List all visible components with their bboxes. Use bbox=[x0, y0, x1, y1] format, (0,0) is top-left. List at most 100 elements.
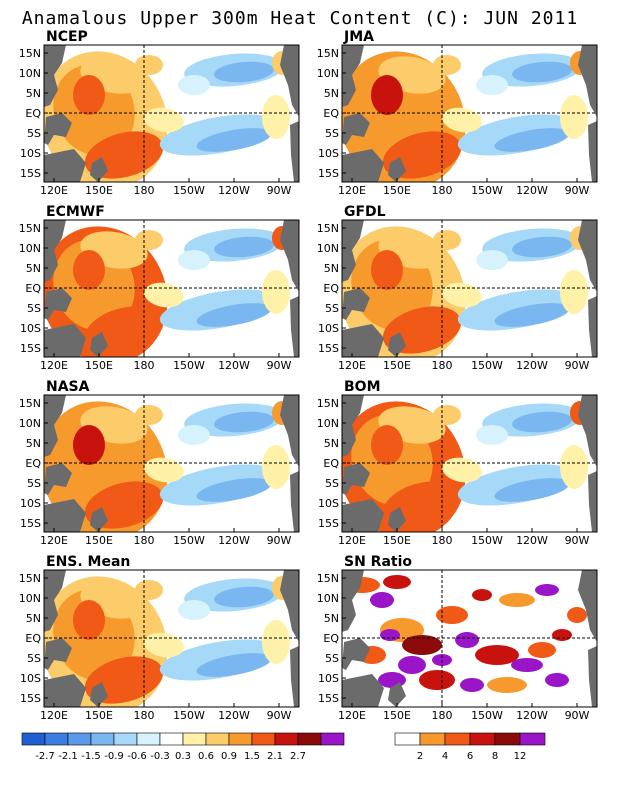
lon-label: 90W bbox=[565, 534, 590, 547]
contour-field bbox=[44, 401, 292, 532]
anomaly-colorbar-swatch bbox=[205, 732, 230, 746]
sn-colorbar-label: 4 bbox=[442, 751, 448, 762]
lat-label: 5S bbox=[325, 127, 339, 140]
anomaly-colorbar-swatch bbox=[274, 732, 299, 746]
lon-label: 150E bbox=[85, 359, 113, 372]
lon-label: 150E bbox=[85, 709, 113, 722]
anomaly-colorbar-label: -0.9 bbox=[104, 751, 124, 762]
anomaly-colorbar-label: -1.5 bbox=[81, 751, 101, 762]
sn-colorbar-swatch bbox=[394, 732, 421, 746]
sn-colorbar-label: 8 bbox=[492, 751, 498, 762]
lon-label: 180 bbox=[134, 359, 155, 372]
land-mask bbox=[44, 45, 299, 182]
lon-label: 90W bbox=[267, 184, 292, 197]
lat-label: 15N bbox=[317, 572, 339, 585]
lat-label: EQ bbox=[25, 632, 41, 645]
lat-label: 10S bbox=[20, 497, 41, 510]
lat-label: 15N bbox=[317, 47, 339, 60]
anomaly-colorbar-label: 0.3 bbox=[175, 751, 191, 762]
land-mask bbox=[342, 395, 597, 532]
anomaly-colorbar-label: -2.1 bbox=[58, 751, 78, 762]
sn-colorbar-swatch bbox=[519, 732, 546, 746]
lat-label: 15N bbox=[19, 397, 41, 410]
anomaly-colorbar-swatch bbox=[44, 732, 69, 746]
lat-label: 10S bbox=[20, 147, 41, 160]
lon-label: 120W bbox=[218, 184, 250, 197]
lon-label: 150E bbox=[383, 359, 411, 372]
map-panel: 15N 10N 5N EQ 5S 10S 15S 120E 150E 180 150W 120W 90W… bbox=[317, 204, 598, 372]
anomaly-colorbar-label: 2.1 bbox=[267, 751, 283, 762]
lon-label: 90W bbox=[267, 359, 292, 372]
anomaly-colorbar-label: -0.3 bbox=[150, 751, 170, 762]
lon-label: 180 bbox=[432, 359, 453, 372]
lat-label: EQ bbox=[323, 107, 339, 120]
lon-label: 90W bbox=[565, 359, 590, 372]
anomaly-colorbar-swatch bbox=[320, 732, 345, 746]
panel-title: NCEP bbox=[46, 29, 88, 45]
anomaly-colorbar-swatch bbox=[297, 732, 322, 746]
panel-title: NASA bbox=[46, 379, 90, 395]
lat-label: 10N bbox=[317, 242, 339, 255]
lon-label: 180 bbox=[432, 709, 453, 722]
anomaly-colorbar-label: -0.6 bbox=[127, 751, 147, 762]
sn-colorbar-label: 2 bbox=[417, 751, 423, 762]
lat-label: 10N bbox=[19, 417, 41, 430]
lat-label: 5S bbox=[325, 477, 339, 490]
map-panel: 15N 10N 5N EQ 5S 10S 15S 120E 150E 180 150W 120W 90W… bbox=[19, 29, 300, 197]
lat-label: 15S bbox=[318, 342, 339, 355]
anomaly-colorbar-swatch bbox=[90, 732, 115, 746]
lat-label: 5N bbox=[26, 262, 41, 275]
lon-label: 90W bbox=[267, 709, 292, 722]
anomaly-colorbar-swatch bbox=[21, 732, 46, 746]
sn-colorbar-label: 6 bbox=[467, 751, 473, 762]
lat-label: 15N bbox=[317, 397, 339, 410]
lat-label: 15S bbox=[318, 167, 339, 180]
lon-label: 120E bbox=[40, 709, 68, 722]
panel-grid: 15N 10N 5N EQ 5S 10S 15S 120E 150E 180 150W 120W 90W… bbox=[19, 29, 598, 722]
anomaly-colorbar-swatch bbox=[136, 732, 161, 746]
anomaly-colorbar-label: 0.6 bbox=[198, 751, 214, 762]
land-mask bbox=[342, 220, 597, 357]
lat-label: 5N bbox=[324, 87, 339, 100]
lon-label: 120W bbox=[516, 534, 548, 547]
panel-title: JMA bbox=[343, 29, 374, 45]
lon-label: 180 bbox=[134, 709, 155, 722]
lon-label: 180 bbox=[134, 184, 155, 197]
lon-label: 120E bbox=[338, 534, 366, 547]
lat-label: 5S bbox=[27, 302, 41, 315]
anomaly-colorbar-label: -2.7 bbox=[35, 751, 55, 762]
lat-label: 5N bbox=[26, 437, 41, 450]
lat-label: 15S bbox=[20, 342, 41, 355]
lon-label: 120W bbox=[516, 709, 548, 722]
anomaly-colorbar-swatch bbox=[159, 732, 184, 746]
lat-label: 10S bbox=[318, 672, 339, 685]
anomaly-colorbar-swatch bbox=[228, 732, 253, 746]
lon-label: 120W bbox=[516, 184, 548, 197]
sn-colorbar-swatch bbox=[469, 732, 496, 746]
lon-label: 150W bbox=[471, 184, 503, 197]
lon-label: 90W bbox=[267, 534, 292, 547]
lat-label: 5N bbox=[26, 87, 41, 100]
lat-label: 10N bbox=[19, 242, 41, 255]
lat-label: 10N bbox=[317, 417, 339, 430]
lat-label: 15S bbox=[20, 692, 41, 705]
lon-label: 120E bbox=[40, 184, 68, 197]
lat-label: 10N bbox=[317, 592, 339, 605]
lat-label: 15N bbox=[19, 222, 41, 235]
anomaly-colorbar-swatch bbox=[67, 732, 92, 746]
lat-label: 15S bbox=[318, 517, 339, 530]
lon-label: 150W bbox=[173, 534, 205, 547]
lon-label: 180 bbox=[432, 184, 453, 197]
lat-label: 5N bbox=[324, 612, 339, 625]
lat-label: 5S bbox=[325, 652, 339, 665]
lat-label: EQ bbox=[25, 457, 41, 470]
lat-label: 5S bbox=[27, 127, 41, 140]
lat-label: 5S bbox=[27, 652, 41, 665]
lon-label: 150W bbox=[471, 359, 503, 372]
lon-label: 120E bbox=[338, 709, 366, 722]
lon-label: 180 bbox=[134, 534, 155, 547]
sn-colorbar-swatch bbox=[494, 732, 521, 746]
lon-label: 120E bbox=[338, 359, 366, 372]
lon-label: 90W bbox=[565, 184, 590, 197]
lon-label: 150E bbox=[85, 534, 113, 547]
